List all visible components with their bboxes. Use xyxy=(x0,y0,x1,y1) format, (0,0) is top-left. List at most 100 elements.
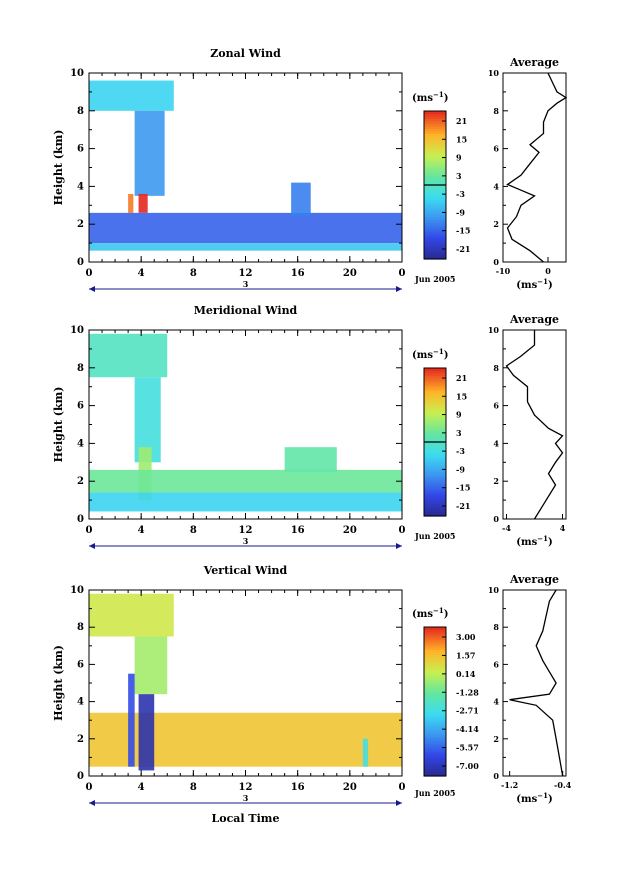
unit-text: (ms xyxy=(516,537,537,548)
y-tick-label: 6 xyxy=(77,144,84,155)
colorbar-segment xyxy=(424,400,446,404)
colorbar-segment xyxy=(424,686,446,690)
x-axis-label: Local Time xyxy=(212,812,280,825)
x-tick-label: 0 xyxy=(86,268,93,279)
colorbar-segment xyxy=(424,506,446,510)
colorbar-segment xyxy=(424,143,446,147)
colorbar-tick-label: 9 xyxy=(456,410,462,420)
x-tick-label: 4 xyxy=(138,525,145,536)
colorbar-segment xyxy=(424,204,446,208)
unit-close: ) xyxy=(548,280,553,291)
colorbar-segment xyxy=(424,659,446,663)
colorbar-segment xyxy=(424,120,446,124)
colorbar-segment xyxy=(424,684,446,688)
colorbar-segment xyxy=(424,733,446,737)
colorbar-segment xyxy=(424,474,446,478)
colorbar-segment xyxy=(424,165,446,169)
heatmap-cell xyxy=(128,193,134,213)
y-tick-label: 8 xyxy=(77,106,84,117)
heatmap-cell xyxy=(89,80,174,111)
colorbar-segment xyxy=(424,140,446,144)
colorbar-segment xyxy=(424,746,446,750)
average-y-tick-label: 0 xyxy=(493,514,499,524)
colorbar-segment xyxy=(424,152,446,156)
average-y-tick-label: 8 xyxy=(493,622,499,632)
colorbar-segment xyxy=(424,761,446,765)
average-y-tick-label: 0 xyxy=(493,257,499,267)
colorbar-segment xyxy=(424,728,446,732)
unit-superscript: −1 xyxy=(433,90,444,99)
colorbar-segment xyxy=(424,666,446,670)
x-tick-label: 0 xyxy=(399,525,406,536)
colorbar-segment xyxy=(424,405,446,409)
colorbar-segment xyxy=(424,446,446,450)
y-tick-label: 8 xyxy=(77,363,84,374)
colorbar-segment xyxy=(424,669,446,673)
colorbar-tick-label: -5.57 xyxy=(456,743,479,753)
colorbar-segment xyxy=(424,194,446,198)
y-tick-label: 2 xyxy=(77,734,84,745)
colorbar-segment xyxy=(424,476,446,480)
x-tick-label: 0 xyxy=(399,782,406,793)
heatmap-cell xyxy=(89,593,174,637)
unit-text: (ms xyxy=(516,280,537,291)
colorbar-segment xyxy=(424,766,446,770)
colorbar-segment xyxy=(424,162,446,166)
x-tick-label: 20 xyxy=(343,782,357,793)
colorbar-segment xyxy=(424,236,446,240)
day-bar-arrow-right xyxy=(396,286,402,292)
average-y-tick-label: 10 xyxy=(488,585,500,595)
colorbar-tick-label: -9 xyxy=(456,207,465,217)
colorbar-segment xyxy=(424,251,446,255)
y-tick-label: 4 xyxy=(77,438,84,449)
colorbar-tick-label: -3 xyxy=(456,446,465,456)
colorbar-segment xyxy=(424,756,446,760)
unit-text: (ms xyxy=(412,350,433,361)
colorbar-segment xyxy=(424,180,446,184)
colorbar-segment xyxy=(424,377,446,381)
colorbar-segment xyxy=(424,407,446,411)
average-y-tick-label: 8 xyxy=(493,363,499,373)
colorbar-segment xyxy=(424,414,446,418)
colorbar-segment xyxy=(424,449,446,453)
colorbar-tick-label: -4.14 xyxy=(456,724,479,734)
colorbar-segment xyxy=(424,651,446,655)
colorbar-segment xyxy=(424,723,446,727)
colorbar-segment xyxy=(424,185,446,189)
colorbar-segment xyxy=(424,636,446,641)
colorbar-tick-label: -21 xyxy=(456,501,470,511)
x-tick-label: 12 xyxy=(239,268,253,279)
colorbar-segment xyxy=(424,170,446,174)
colorbar-segment xyxy=(424,451,446,455)
colorbar-segment xyxy=(424,202,446,206)
average-profile-line xyxy=(505,330,564,520)
colorbar-segment xyxy=(424,249,446,253)
colorbar-segment xyxy=(424,167,446,171)
colorbar-segment xyxy=(424,177,446,181)
colorbar-segment xyxy=(424,466,446,470)
colorbar-segment xyxy=(424,741,446,745)
heatmap-cells xyxy=(89,333,402,512)
colorbar-segment xyxy=(424,138,446,142)
colorbar-segment xyxy=(424,454,446,458)
colorbar-segment xyxy=(424,397,446,401)
unit-superscript: −1 xyxy=(433,347,444,356)
colorbar-tick-label: 9 xyxy=(456,153,462,163)
colorbar-segment xyxy=(424,701,446,705)
average-profile-line xyxy=(506,72,568,263)
colorbar-segment xyxy=(424,224,446,228)
x-tick-label: 20 xyxy=(343,268,357,279)
colorbar-segment xyxy=(424,234,446,238)
colorbar-segment xyxy=(424,691,446,695)
colorbar-segment xyxy=(424,427,446,431)
day-bar-arrow-left xyxy=(89,543,95,549)
heatmap-cell xyxy=(89,243,402,251)
average-x-tick-label: 4 xyxy=(560,523,566,533)
colorbar-segment xyxy=(424,244,446,248)
colorbar-segment xyxy=(424,694,446,698)
colorbar-segment xyxy=(424,464,446,468)
y-tick-label: 4 xyxy=(77,697,84,708)
colorbar-segment xyxy=(424,231,446,235)
colorbar-tick-label: -21 xyxy=(456,244,470,254)
heatmap-cell xyxy=(291,182,311,217)
